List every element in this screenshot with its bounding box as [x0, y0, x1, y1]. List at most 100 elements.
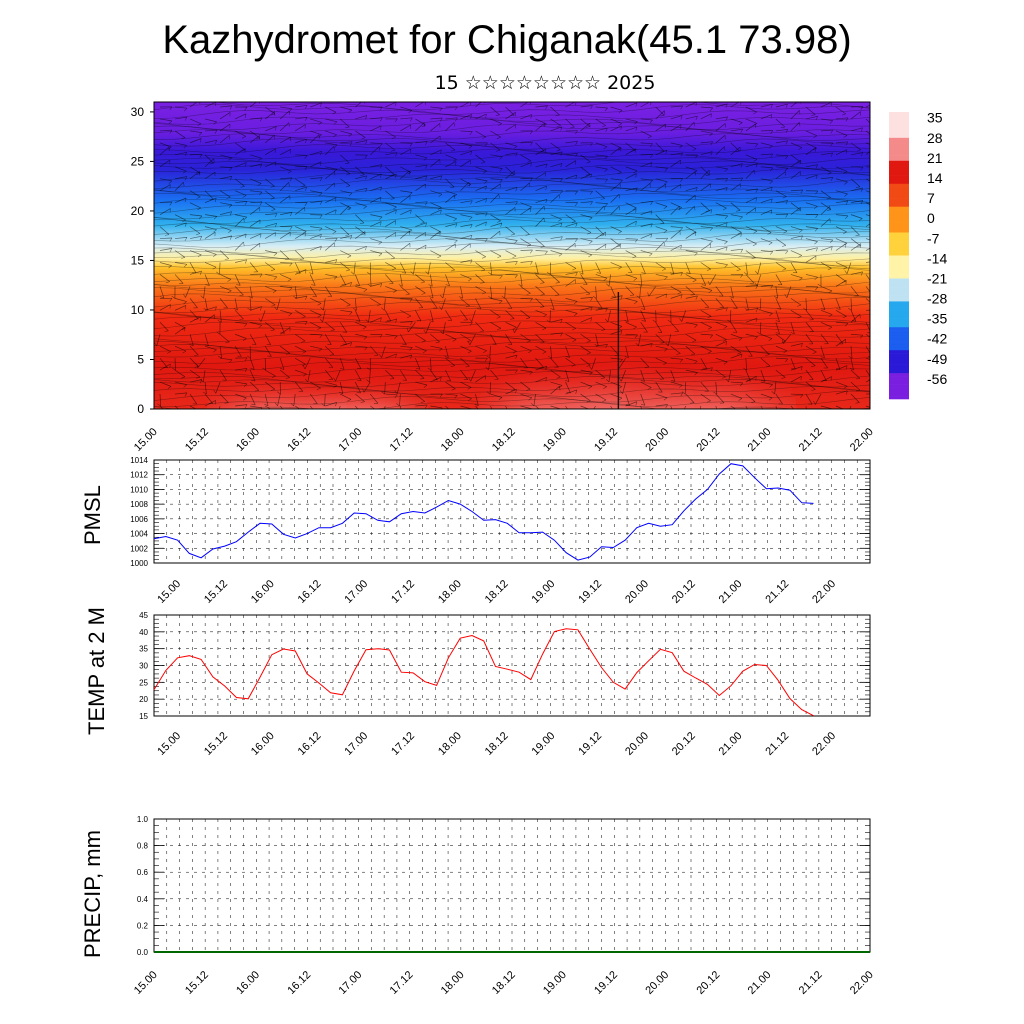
wind-barb-flag	[479, 330, 484, 332]
wind-barb	[430, 369, 438, 381]
wind-barb	[370, 298, 381, 305]
wind-barb-flag	[499, 275, 503, 279]
wind-barb-flag	[340, 368, 345, 370]
wind-barb-flag	[229, 211, 232, 216]
wind-barb-flag	[410, 117, 413, 122]
wind-barb	[325, 118, 337, 123]
wind-barb	[189, 250, 202, 256]
wind-barb-flag	[575, 389, 578, 394]
colorbar-cell	[889, 281, 909, 285]
wind-barb-flag	[665, 238, 668, 242]
wind-barb	[370, 345, 379, 356]
wind-barb-flag	[335, 197, 337, 202]
wind-barb	[204, 154, 214, 164]
wind-barb	[488, 358, 491, 371]
wind-barb	[445, 243, 456, 251]
wind-barb-flag	[828, 326, 833, 330]
wind-barb	[280, 106, 293, 110]
wind-barb-flag	[274, 213, 278, 218]
wind-barb	[475, 345, 487, 352]
wind-barb	[786, 286, 792, 298]
wind-barb	[279, 122, 290, 132]
wind-barb-flag	[258, 318, 262, 322]
wind-barb-flag	[304, 166, 308, 171]
contour-line	[154, 312, 870, 323]
wind-barb	[535, 333, 545, 343]
wind-barb	[684, 405, 687, 409]
heat-x-tick-label: 22.00	[848, 426, 876, 454]
wind-barb	[745, 197, 757, 203]
wind-barb-flag	[365, 246, 367, 251]
wind-barb-flag	[395, 102, 397, 107]
wind-barb	[655, 393, 668, 399]
wind-barb-flag	[575, 153, 578, 157]
wind-barb	[475, 221, 487, 227]
wind-barb	[340, 250, 352, 257]
x-tick-label: 17.12	[388, 969, 416, 997]
wind-barb	[745, 317, 758, 323]
wind-barb-flag	[453, 194, 457, 198]
wind-barb-flag	[435, 341, 440, 344]
wind-barb	[670, 392, 683, 395]
wind-barb	[850, 314, 861, 323]
colorbar-cell	[889, 206, 909, 210]
wind-barb-flag	[481, 161, 486, 164]
x-tick-label: 20.00	[623, 578, 651, 606]
wind-barb	[325, 106, 337, 113]
wind-barb-flag	[271, 113, 276, 116]
y-tick-label: 1008	[130, 500, 148, 509]
wind-barb	[685, 166, 698, 172]
wind-barb	[846, 262, 852, 274]
wind-barb	[415, 310, 422, 322]
wind-barb-flag	[692, 148, 697, 151]
wind-barb-flag	[618, 377, 622, 382]
wind-barb	[475, 375, 486, 383]
wind-barb	[490, 250, 502, 257]
wind-barb	[865, 190, 870, 193]
wind-barb	[580, 345, 591, 354]
wind-barb-flag	[559, 190, 563, 195]
x-tick-label: 22.00	[848, 969, 876, 997]
x-tick-label: 22.00	[810, 578, 838, 606]
wind-barb	[565, 370, 570, 382]
wind-barb-flag	[736, 269, 741, 272]
wind-barb	[400, 345, 413, 348]
wind-barb	[355, 333, 368, 338]
wind-barb	[354, 298, 357, 311]
wind-barb	[218, 405, 221, 409]
wind-barb	[805, 345, 817, 353]
colorbar-cell	[889, 178, 909, 182]
wind-barb-flag	[317, 315, 322, 318]
wind-barb	[460, 150, 472, 156]
wind-barb-flag	[425, 222, 427, 227]
colorbar-cell	[889, 183, 909, 187]
wind-barb-flag	[333, 276, 338, 280]
wind-barb	[505, 170, 515, 180]
wind-barb-flag	[751, 257, 756, 260]
wind-barb	[625, 250, 637, 257]
wind-barb-flag	[727, 319, 731, 323]
wind-barb-flag	[783, 230, 788, 234]
wind-barb-flag	[530, 177, 533, 182]
colorbar-cell	[889, 252, 909, 256]
wind-barb	[639, 286, 642, 299]
wind-barb	[760, 238, 773, 243]
wind-barb	[189, 298, 198, 309]
wind-barb	[685, 357, 698, 362]
wind-barb-flag	[874, 218, 877, 220]
wind-barb	[790, 343, 803, 347]
wind-barb-flag	[618, 123, 622, 126]
wind-barb-flag	[612, 416, 616, 417]
colorbar-cell	[889, 381, 909, 385]
wind-barb	[279, 327, 291, 335]
wind-barb	[595, 205, 605, 215]
wind-barb	[295, 295, 308, 299]
wind-barb-flag	[671, 416, 675, 417]
wind-barb-flag	[799, 110, 801, 115]
wind-barb	[775, 369, 786, 378]
wind-barb	[640, 118, 653, 121]
wind-barb	[610, 330, 623, 335]
wind-barb	[427, 262, 431, 275]
wind-barb	[220, 357, 233, 361]
wind-barb	[820, 102, 833, 108]
